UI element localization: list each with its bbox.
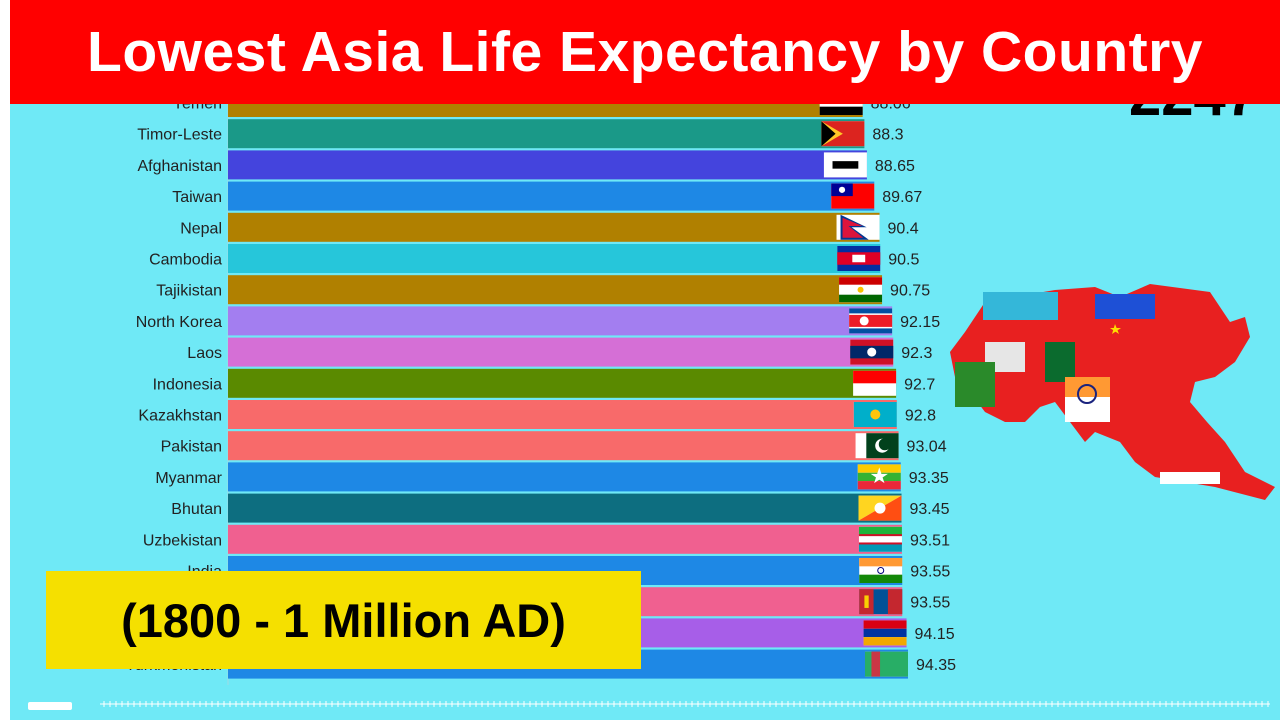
bar-row: Uzbekistan 93.51: [143, 524, 950, 554]
value-label: 92.8: [905, 408, 936, 425]
bar-row: Cambodia 90.5: [149, 244, 919, 273]
indonesia-flag-icon: [853, 370, 897, 396]
kazakhstan-flag-icon: [853, 402, 897, 427]
myanmar-flag-icon: [857, 464, 901, 490]
bar-row: Myanmar 93.35: [155, 462, 949, 492]
mongolia-flag-icon: [859, 589, 903, 615]
date-range-text: (1800 - 1 Million AD): [121, 593, 566, 647]
value-label: 89.67: [882, 189, 922, 206]
uzbekistan-flag-icon: [858, 526, 902, 552]
category-label: Myanmar: [155, 470, 222, 487]
timor-leste-flag-icon: [821, 121, 865, 147]
date-range-caption: (1800 - 1 Million AD): [46, 571, 641, 669]
india-chakra: [1077, 384, 1097, 404]
category-label: Timor-Leste: [137, 127, 222, 144]
category-label: Laos: [187, 345, 222, 362]
value-label: 90.4: [888, 220, 919, 237]
bar: [228, 244, 881, 273]
india-region-mid: [1065, 397, 1110, 422]
indonesia-region: [1160, 452, 1220, 472]
nepal-flag-icon: [836, 214, 880, 240]
category-label: Cambodia: [149, 252, 222, 269]
asia-flag-map-icon: [950, 284, 1275, 500]
cambodia-flag-icon: [837, 246, 881, 271]
bar-row: Taiwan 89.67: [172, 181, 922, 211]
category-label: Indonesia: [153, 376, 222, 393]
value-label: 94.15: [915, 626, 955, 643]
pakistan-flag-icon: [855, 433, 899, 459]
bar-row: Tajikistan 90.75: [156, 275, 930, 305]
bar-row: Kazakhstan 92.8: [138, 400, 936, 429]
bar-row: Afghanistan 88.65: [137, 150, 915, 180]
value-label: 93.55: [910, 595, 950, 612]
bar: [228, 150, 867, 180]
category-label: Uzbekistan: [143, 532, 222, 549]
value-label: 93.51: [910, 532, 950, 549]
category-label: Afghanistan: [137, 158, 222, 175]
title-banner: Lowest Asia Life Expectancy by Country: [10, 0, 1280, 104]
bar-row: Pakistan 93.04: [161, 431, 947, 461]
india-flag-icon: [859, 558, 903, 583]
category-label: Pakistan: [161, 439, 222, 456]
category-label: Kazakhstan: [138, 408, 222, 425]
category-label: Tajikistan: [156, 283, 222, 300]
bar-row: Timor-Leste 88.3: [137, 119, 904, 149]
bar: [228, 493, 902, 523]
tajikistan-flag-icon: [839, 277, 883, 303]
value-label: 93.35: [909, 470, 949, 487]
bhutan-flag-icon: [858, 495, 902, 521]
bar: [228, 462, 901, 492]
china-star: [1110, 324, 1121, 334]
value-label: 92.3: [901, 345, 932, 362]
value-label: 93.04: [907, 439, 947, 456]
saudi-region: [955, 362, 995, 407]
bar: [228, 181, 875, 211]
bar: [228, 119, 865, 149]
page-title: Lowest Asia Life Expectancy by Country: [87, 20, 1203, 84]
kazakhstan-region: [983, 292, 1058, 320]
armenia-flag-icon: [863, 620, 907, 646]
bar: [228, 400, 897, 429]
pakistan-region: [1045, 342, 1075, 382]
value-label: 94.35: [916, 657, 956, 674]
category-label: Taiwan: [172, 189, 222, 206]
bar: [228, 431, 899, 461]
timeline-scrubber[interactable]: [28, 702, 72, 710]
left-border: [0, 0, 10, 720]
category-label: North Korea: [136, 314, 222, 331]
value-label: 93.55: [910, 564, 950, 581]
value-label: 92.7: [904, 376, 935, 393]
bar-row: Laos 92.3: [187, 337, 932, 367]
north-korea-flag-icon: [849, 308, 893, 334]
bar: [228, 275, 883, 305]
value-label: 88.65: [875, 158, 915, 175]
indonesia-region-white: [1160, 472, 1220, 484]
bar-row: Nepal 90.4: [180, 212, 919, 242]
bar: [228, 368, 897, 398]
bar: [228, 337, 894, 367]
category-label: Bhutan: [171, 501, 222, 518]
laos-flag-icon: [850, 339, 894, 365]
bar-row: Bhutan 93.45: [171, 493, 950, 523]
value-label: 93.45: [910, 501, 950, 518]
timeline-ticks: [100, 701, 1270, 707]
value-label: 90.5: [888, 252, 919, 269]
asia-landmass: [950, 284, 1275, 500]
bar: [228, 524, 902, 554]
category-label: Nepal: [180, 220, 222, 237]
value-label: 88.3: [872, 127, 903, 144]
bar: [228, 306, 893, 336]
mongolia-region: [1095, 294, 1155, 319]
value-label: 92.15: [900, 314, 940, 331]
bar: [228, 212, 880, 242]
bar-row: Indonesia 92.7: [153, 368, 935, 398]
value-label: 90.75: [890, 283, 930, 300]
taiwan-flag-icon: [831, 183, 875, 209]
bar-row: North Korea 92.15: [136, 306, 940, 336]
turkmenistan-flag-icon: [865, 651, 908, 677]
afghanistan-flag-icon: [823, 152, 867, 178]
